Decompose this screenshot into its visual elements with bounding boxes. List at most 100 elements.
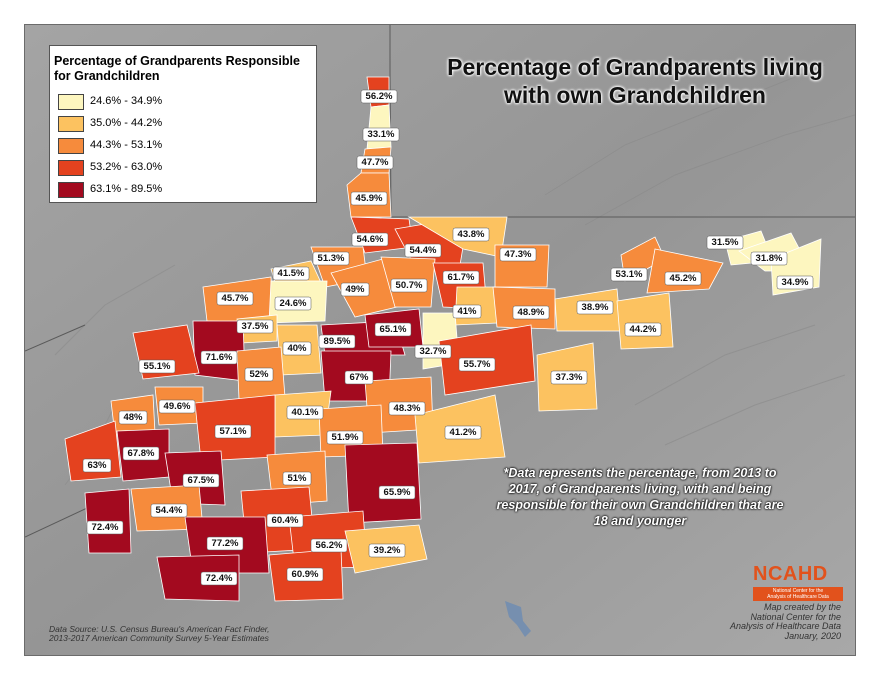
county-label: 48.3% (388, 401, 426, 416)
county-label: 54.4% (404, 243, 442, 258)
county-label: 33.1% (362, 127, 400, 142)
county-value: 24.6% (280, 298, 307, 309)
map-frame: 56.2% 33.1% 47.7% 45.9% 54.6% 54.4% 43.8… (24, 24, 856, 656)
county-value: 37.3% (556, 372, 583, 383)
county-label: 41% (452, 304, 482, 319)
county-label: 57.1% (214, 424, 252, 439)
county-label: 72.4% (86, 520, 124, 535)
county-label: 41.2% (444, 425, 482, 440)
logo-subtitle: National Center for the Analysis of Heal… (753, 587, 843, 601)
county-value: 51.9% (332, 432, 359, 443)
county-value: 56.2% (316, 540, 343, 551)
legend-range-label: 44.3% - 53.1% (90, 139, 163, 151)
county-value: 41% (457, 306, 477, 317)
county-labels: 56.2% 33.1% 47.7% 45.9% 54.6% 54.4% 43.8… (82, 89, 814, 586)
legend-swatch (58, 182, 84, 198)
legend-range-label: 24.6% - 34.9% (90, 95, 163, 107)
county-label: 49% (340, 282, 370, 297)
county-value: 48.9% (518, 307, 545, 318)
county-label: 60.9% (286, 567, 324, 582)
county-value: 48% (123, 412, 143, 423)
county-label: 34.9% (776, 275, 814, 290)
legend-swatch (58, 116, 84, 132)
legend-swatch (58, 160, 84, 176)
county-value: 72.4% (92, 522, 119, 533)
county-label: 55.7% (458, 357, 496, 372)
county-label: 49.6% (158, 399, 196, 414)
county-label: 56.2% (310, 538, 348, 553)
county-label: 63% (82, 458, 112, 473)
county-brooke[interactable] (366, 104, 392, 150)
county-value: 40.1% (292, 407, 319, 418)
county-value: 55.7% (464, 359, 491, 370)
county-label: 44.2% (624, 322, 662, 337)
county-label: 51.9% (326, 430, 364, 445)
county-value: 54.4% (156, 505, 183, 516)
county-label: 51% (282, 471, 312, 486)
county-value: 56.2% (366, 91, 393, 102)
county-value: 65.9% (384, 487, 411, 498)
county-value: 71.6% (206, 352, 233, 363)
county-value: 54.4% (410, 245, 437, 256)
county-mcdowell[interactable] (156, 554, 240, 602)
data-source: Data Source: U.S. Census Bureau's Americ… (49, 625, 270, 643)
county-value: 61.7% (448, 272, 475, 283)
county-label: 52% (244, 367, 274, 382)
county-label: 61.7% (442, 270, 480, 285)
county-value: 32.7% (420, 346, 447, 357)
county-label: 48% (118, 410, 148, 425)
county-value: 34.9% (782, 277, 809, 288)
county-value: 54.6% (357, 234, 384, 245)
county-label: 77.2% (206, 536, 244, 551)
county-label: 55.1% (138, 359, 176, 374)
county-label: 54.6% (351, 232, 389, 247)
legend-range-label: 53.2% - 63.0% (90, 161, 163, 173)
map-credit: Map created by the National Center for t… (695, 602, 841, 641)
legend-swatch (58, 94, 84, 110)
county-value: 48.3% (394, 403, 421, 414)
county-label: 45.7% (216, 291, 254, 306)
county-value: 60.9% (292, 569, 319, 580)
county-value: 44.2% (630, 324, 657, 335)
water-features (505, 601, 531, 637)
legend: Percentage of Grandparents Responsible f… (49, 45, 317, 203)
county-label: 47.7% (356, 155, 394, 170)
county-value: 43.8% (458, 229, 485, 240)
ncahd-logo: NCAHD National Center for the Analysis o… (753, 563, 843, 601)
county-label: 54.4% (150, 503, 188, 518)
county-label: 67% (344, 370, 374, 385)
county-value: 52% (249, 369, 269, 380)
county-label: 38.9% (576, 300, 614, 315)
logo-subtitle-line: National Center for the (772, 588, 824, 594)
county-value: 38.9% (582, 302, 609, 313)
credit-line: Map created by the (763, 602, 841, 612)
county-label: 31.8% (750, 251, 788, 266)
county-label: 56.2% (360, 89, 398, 104)
county-label: 65.1% (374, 322, 412, 337)
map-canvas: 56.2% 33.1% 47.7% 45.9% 54.6% 54.4% 43.8… (25, 25, 855, 655)
county-hampshire-south[interactable] (616, 292, 674, 350)
county-summers[interactable] (344, 442, 422, 524)
county-label: 67.5% (182, 473, 220, 488)
county-value: 31.5% (712, 237, 739, 248)
county-label: 65.9% (378, 485, 416, 500)
county-value: 77.2% (212, 538, 239, 549)
county-value: 51.3% (318, 253, 345, 264)
legend-range-label: 63.1% - 89.5% (90, 183, 163, 195)
county-label: 37.5% (236, 319, 274, 334)
county-label: 31.5% (706, 235, 744, 250)
legend-swatch (58, 138, 84, 154)
county-label: 41.5% (272, 266, 310, 281)
legend-title: Percentage of Grandparents Responsible f… (54, 54, 300, 83)
county-value: 60.4% (272, 515, 299, 526)
county-label: 37.3% (550, 370, 588, 385)
county-label: 40% (282, 341, 312, 356)
county-label: 67.8% (122, 446, 160, 461)
county-value: 55.1% (144, 361, 171, 372)
county-value: 50.7% (396, 280, 423, 291)
county-value: 72.4% (206, 573, 233, 584)
county-label: 39.2% (368, 543, 406, 558)
legend-range-label: 35.0% - 44.2% (90, 117, 163, 129)
county-value: 40% (287, 343, 307, 354)
county-label: 45.2% (664, 271, 702, 286)
